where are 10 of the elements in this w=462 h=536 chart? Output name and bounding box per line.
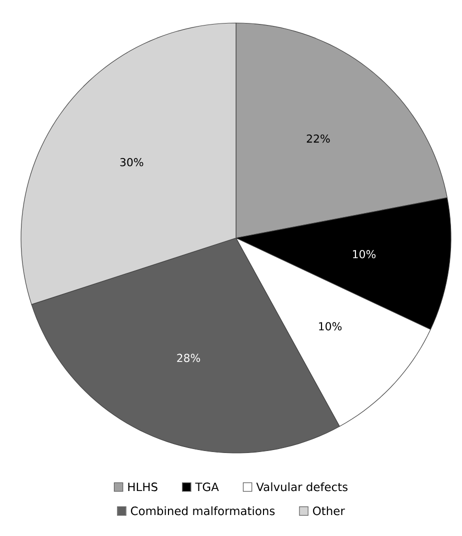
data-label: 10% [353,250,376,258]
data-label: 22% [306,134,330,143]
data-label: 28% [177,354,200,362]
legend-label: Combined malformations [130,506,275,516]
legend-label: TGA [195,482,219,492]
legend-label: Valvular defects [256,482,348,492]
data-label: 30% [120,158,144,166]
legend-label: HLHS [128,482,158,492]
data-label: 10% [319,322,342,330]
legend-label: Other [313,506,345,516]
